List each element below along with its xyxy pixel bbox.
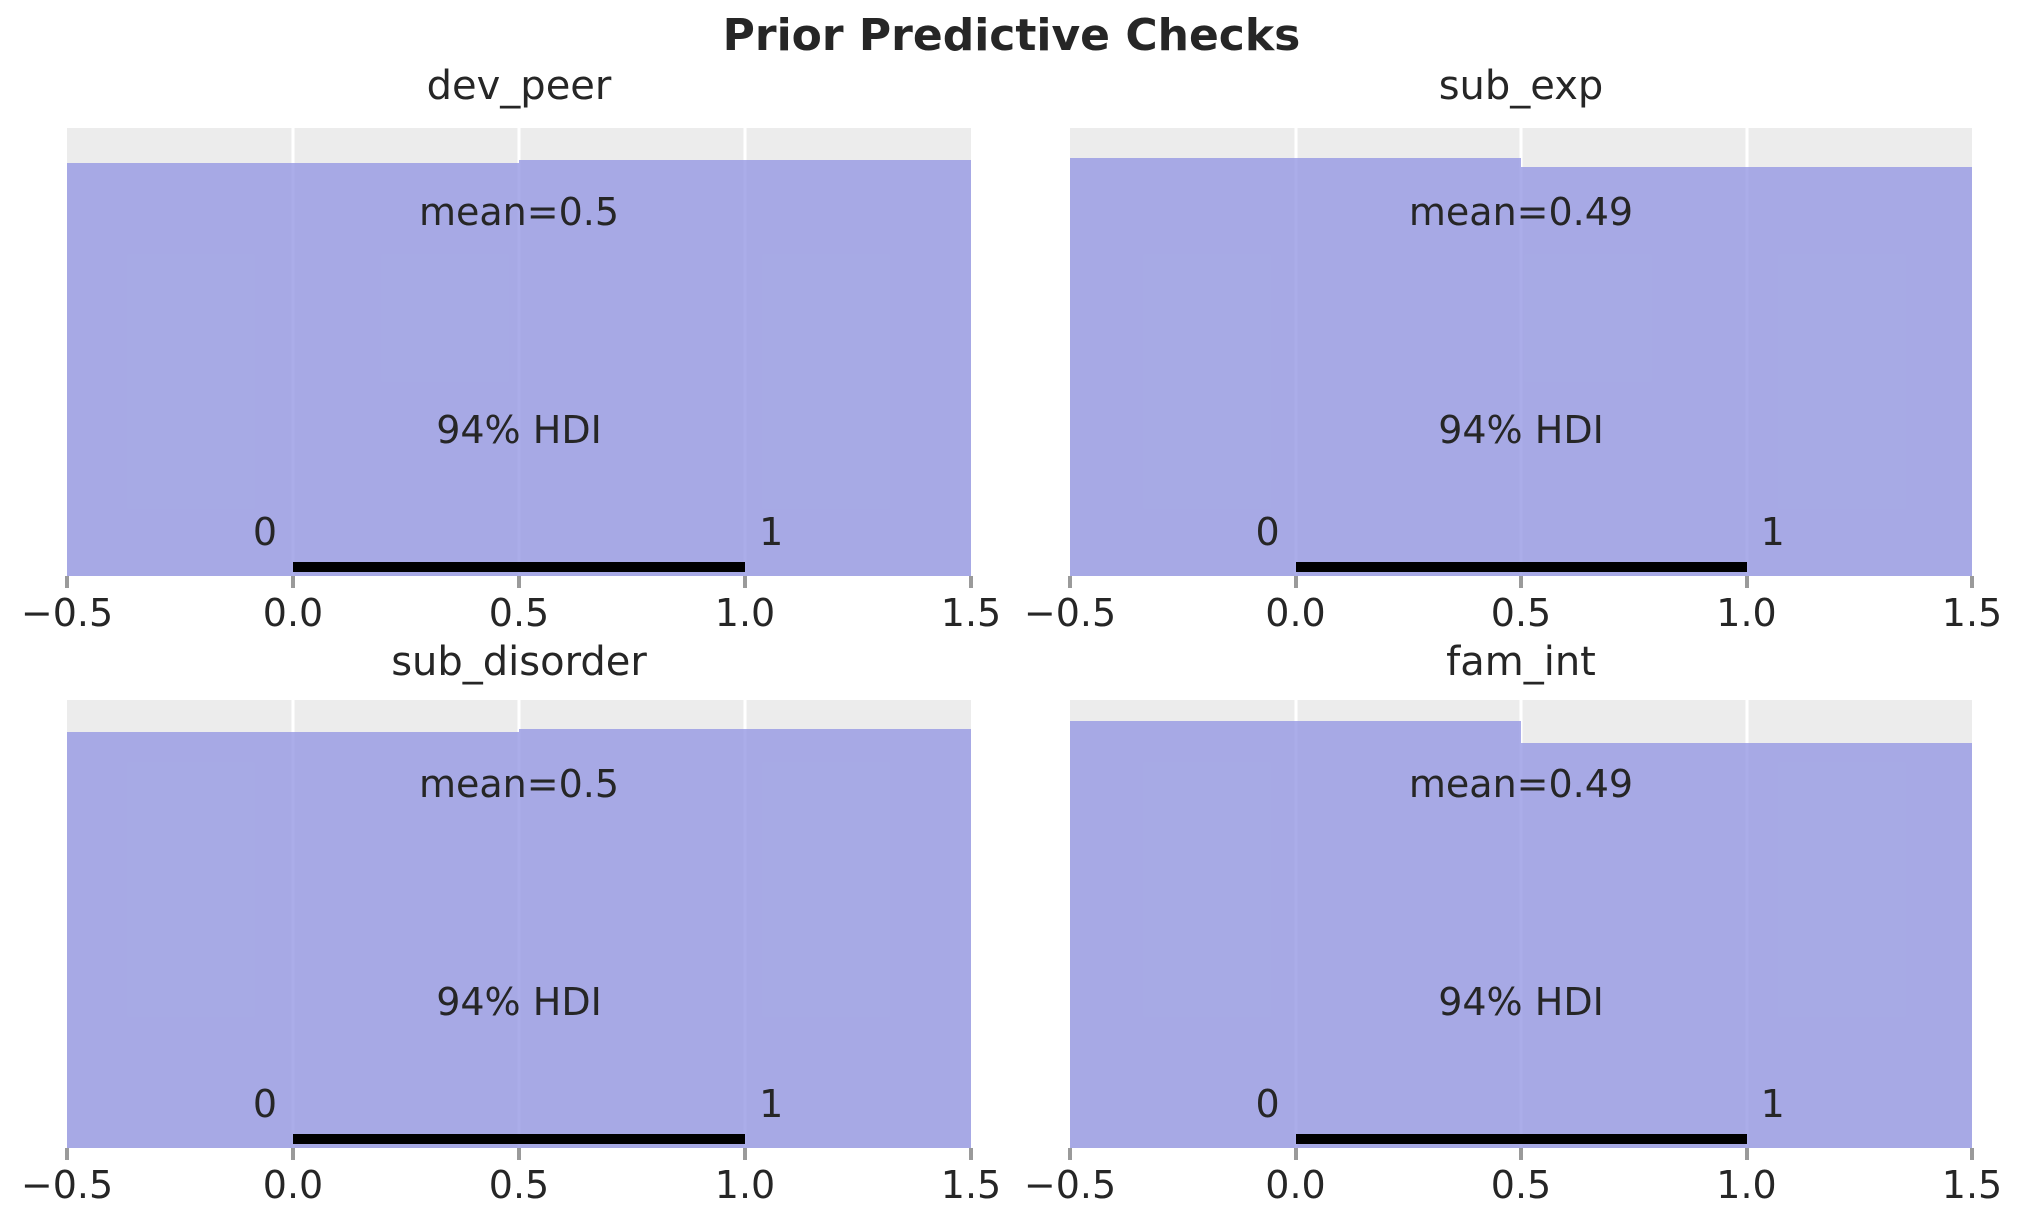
hdi-endpoint-low-label: 0 (1255, 1082, 1280, 1126)
plot-area-sub-disorder: mean=0.5 94% HDI 0 1 −0.5 0.0 0.5 1.0 1.… (21, 700, 1001, 1207)
x-tick-mark (65, 576, 69, 588)
hdi-endpoint-high-label: 1 (759, 1082, 784, 1126)
hdi-annotation: 94% HDI (1438, 408, 1604, 452)
mean-annotation: mean=0.49 (1408, 762, 1634, 806)
x-tick-mark (1744, 1148, 1749, 1160)
mean-annotation: mean=0.49 (1408, 190, 1634, 234)
hdi-annotation: 94% HDI (436, 980, 602, 1024)
x-tick-label: 0.0 (262, 1163, 324, 1207)
x-tick-label: 0.5 (1490, 591, 1552, 635)
x-tick-mark (1068, 576, 1072, 588)
x-tick-label: 0.5 (488, 591, 550, 635)
x-tick-label: 0.0 (1265, 591, 1326, 635)
x-tick-mark (1744, 576, 1749, 588)
hdi-endpoint-high-label: 1 (759, 510, 784, 554)
hdi-line (1295, 562, 1747, 572)
plot-area-fam-int: mean=0.49 94% HDI 0 1 −0.5 0.0 0.5 1.0 1… (1024, 700, 2002, 1207)
x-tick-mark (743, 576, 747, 588)
histogram-bar-1 (519, 729, 971, 1148)
x-tick-label: 1.0 (714, 1163, 776, 1207)
x-tick-label: 1.5 (1941, 591, 2003, 635)
x-tick-label: −0.5 (20, 591, 114, 635)
hdi-endpoint-low-label: 0 (252, 1082, 278, 1126)
subplot-title-dev-peer: dev_peer (426, 63, 612, 109)
x-tick-mark (291, 576, 295, 588)
x-tick-label: 1.0 (714, 591, 776, 635)
subplot-title-sub-disorder: sub_disorder (391, 639, 647, 685)
histogram-bar-1 (1521, 743, 1972, 1148)
x-tick-mark (1970, 1148, 1974, 1160)
x-tick-label: 1.5 (940, 591, 1002, 635)
hdi-line (293, 562, 745, 572)
x-tick-mark (969, 1148, 973, 1160)
x-tick-mark (65, 1148, 69, 1160)
x-tick-label: 1.0 (1716, 1163, 1777, 1207)
x-tick-mark (1519, 576, 1523, 588)
plot-area-dev-peer: mean=0.5 94% HDI 0 1 −0.5 0.0 0.5 1.0 1.… (21, 128, 1001, 635)
hdi-endpoint-high-label: 1 (1760, 1082, 1785, 1126)
x-tick-label: −0.5 (20, 1163, 114, 1207)
histogram-bar-1 (1521, 166, 1972, 576)
x-tick-mark (969, 576, 973, 588)
x-tick-label: 1.5 (1941, 1163, 2003, 1207)
x-tick-mark (291, 1148, 295, 1160)
x-tick-mark (1519, 1148, 1523, 1160)
hdi-endpoint-low-label: 0 (1255, 510, 1280, 554)
x-tick-mark (517, 576, 521, 588)
x-tick-mark (1293, 1148, 1298, 1160)
x-tick-label: 0.0 (1265, 1163, 1326, 1207)
hdi-annotation: 94% HDI (1438, 980, 1604, 1024)
x-tick-mark (1068, 1148, 1072, 1160)
subplot-title-sub-exp: sub_exp (1438, 63, 1604, 109)
mean-annotation: mean=0.5 (418, 762, 620, 806)
x-tick-label: 0.5 (1490, 1163, 1552, 1207)
x-tick-mark (1970, 576, 1974, 588)
hdi-endpoint-high-label: 1 (1760, 510, 1785, 554)
x-tick-mark (743, 1148, 747, 1160)
histogram-bar-1 (519, 159, 971, 576)
x-tick-label: 1.0 (1716, 591, 1777, 635)
histogram-bar-0 (1070, 158, 1521, 576)
x-tick-mark (517, 1148, 521, 1160)
subplot-title-fam-int: fam_int (1446, 639, 1596, 685)
histogram-bar-0 (1070, 721, 1521, 1148)
plot-area-sub-exp: mean=0.49 94% HDI 0 1 −0.5 0.0 0.5 1.0 1… (1024, 128, 2002, 635)
hdi-line (293, 1134, 745, 1144)
x-tick-label: −0.5 (1023, 1163, 1117, 1207)
mean-annotation: mean=0.5 (418, 190, 620, 234)
x-tick-label: 0.0 (262, 591, 324, 635)
x-tick-label: 0.5 (488, 1163, 550, 1207)
hdi-line (1295, 1134, 1747, 1144)
histogram-bar-0 (67, 731, 519, 1148)
hdi-annotation: 94% HDI (436, 408, 602, 452)
histogram-bar-0 (67, 162, 519, 576)
x-tick-mark (1293, 576, 1298, 588)
figure-title: Prior Predictive Checks (722, 10, 1301, 61)
x-tick-label: −0.5 (1023, 591, 1117, 635)
x-tick-label: 1.5 (940, 1163, 1002, 1207)
hdi-endpoint-low-label: 0 (252, 510, 278, 554)
